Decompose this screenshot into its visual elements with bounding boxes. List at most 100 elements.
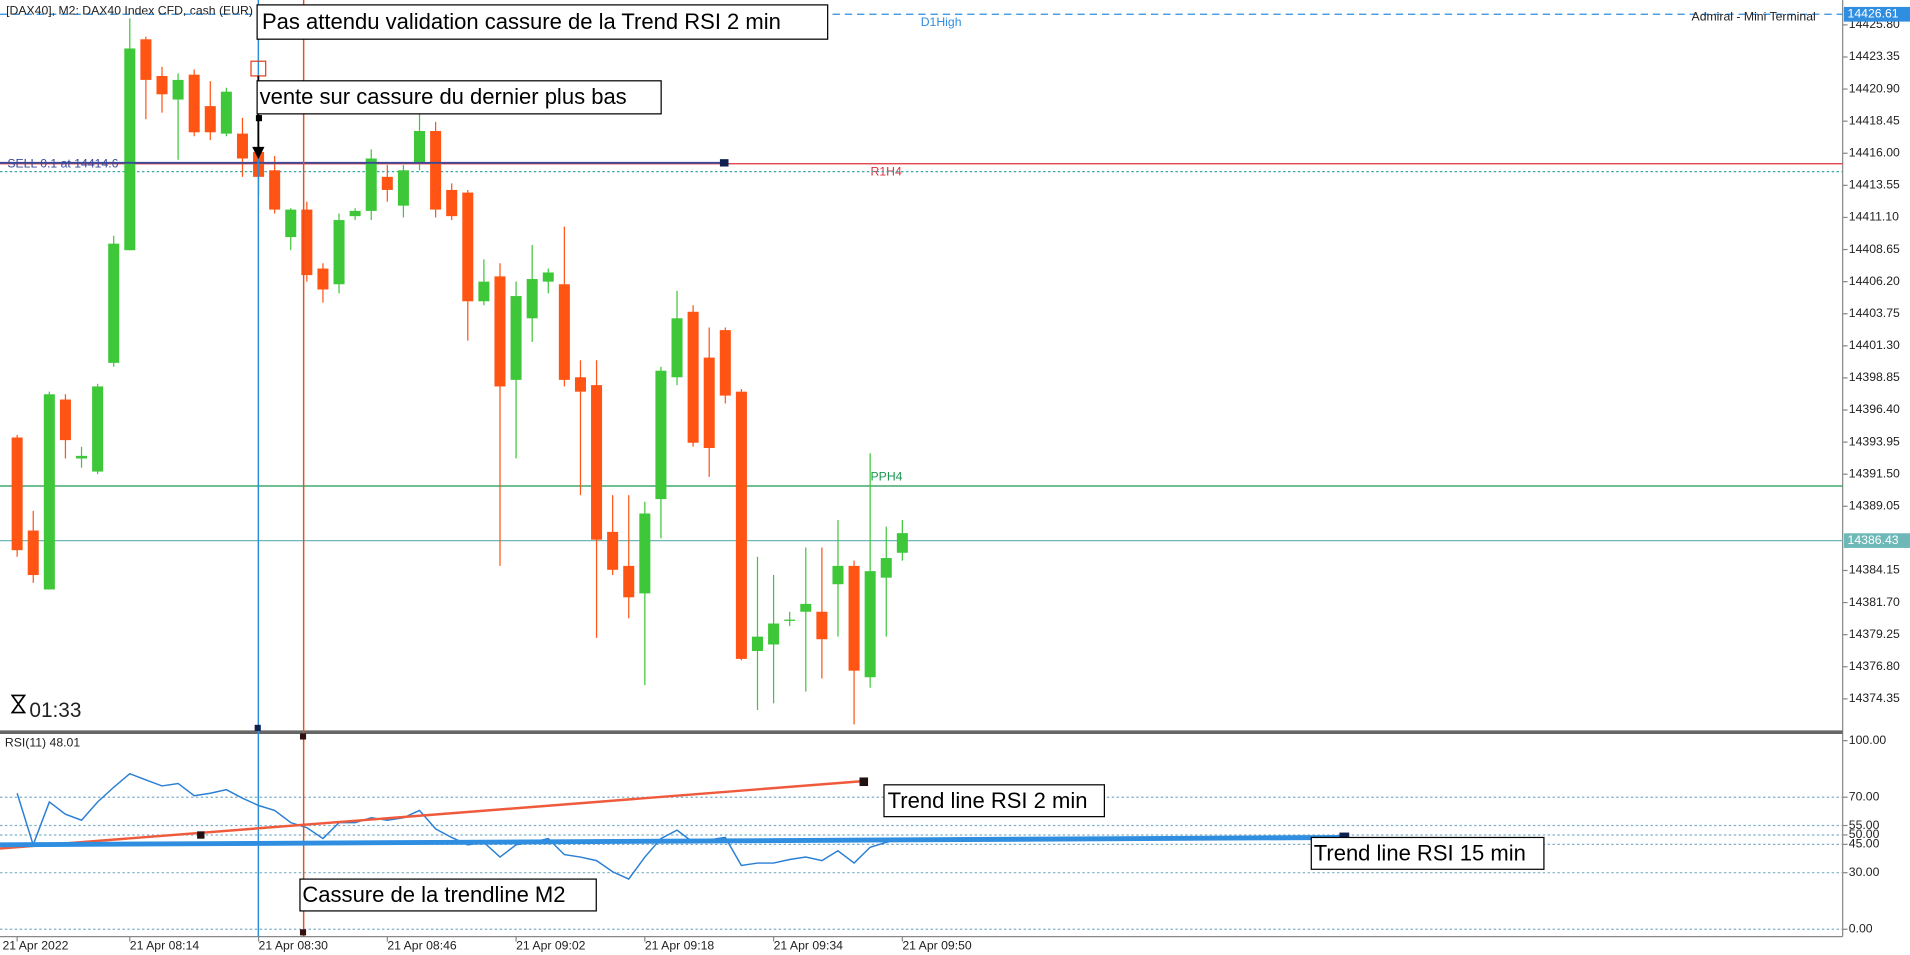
- y-tick-label: 55.00: [1849, 818, 1880, 832]
- candle-body: [542, 272, 554, 282]
- x-tick-label: 21 Apr 09:18: [645, 939, 715, 953]
- candle-body: [719, 330, 731, 396]
- last-price-box: [1843, 533, 1910, 548]
- candle-body: [446, 189, 458, 217]
- note-box: [1310, 836, 1545, 870]
- candle-body: [204, 106, 216, 133]
- x-tick-label: 21 Apr 09:50: [902, 939, 972, 953]
- y-tick-label: 14391.50: [1849, 466, 1900, 480]
- note-box: [299, 878, 597, 912]
- y-tick-label: 0.00: [1849, 922, 1873, 936]
- y-tick-label: 14393.95: [1849, 434, 1900, 448]
- candle-body: [735, 391, 747, 659]
- candle-body: [11, 437, 23, 551]
- candle-body: [156, 75, 168, 95]
- y-tick-label: 50.00: [1849, 827, 1880, 841]
- candle-body: [59, 399, 71, 441]
- rsi-title: RSI(11) 48.01: [5, 735, 80, 749]
- candle-body: [43, 394, 55, 590]
- candle-body: [349, 210, 361, 217]
- candle-body: [800, 603, 812, 612]
- hourglass-icon: [10, 694, 27, 714]
- candle-body: [607, 531, 619, 570]
- y-tick-label: 14384.15: [1849, 563, 1900, 577]
- x-tick-label: 21 Apr 08:30: [259, 939, 329, 953]
- y-tick-label: 14411.10: [1849, 210, 1899, 224]
- y-tick-label: 14423.35: [1849, 49, 1900, 63]
- y-tick-label: 14416.00: [1849, 145, 1900, 159]
- y-tick-label: 70.00: [1849, 789, 1880, 803]
- note: Pas attendu validation cassure de la Tre…: [262, 9, 781, 34]
- candle-body: [880, 558, 892, 578]
- candle-body: [784, 619, 796, 621]
- candle-body: [494, 276, 506, 387]
- candle-body: [768, 623, 780, 645]
- note: vente sur cassure du dernier plus bas: [260, 84, 627, 109]
- line-handle: [299, 733, 307, 740]
- y-tick-label: 14396.40: [1849, 402, 1900, 416]
- candle-body: [430, 130, 442, 210]
- line-handle: [254, 724, 261, 731]
- y-tick-label: 14376.80: [1849, 659, 1900, 673]
- candle-body: [124, 48, 136, 251]
- candle-body: [558, 284, 570, 380]
- level-price-box: [1843, 6, 1910, 22]
- line-handle: [859, 777, 869, 787]
- level-label: D1High: [921, 15, 962, 29]
- y-tick-label: 14401.30: [1849, 338, 1900, 352]
- y-tick-label: 14403.75: [1849, 306, 1900, 320]
- candle-body: [623, 565, 635, 598]
- y-tick-label: 30.00: [1849, 865, 1880, 879]
- candle-body: [220, 91, 232, 134]
- y-tick-label: 14408.65: [1849, 242, 1900, 256]
- arrow-handle: [255, 115, 263, 122]
- y-tick-label: 14398.85: [1849, 370, 1900, 384]
- candle-body: [864, 571, 876, 678]
- candle-body: [333, 220, 345, 285]
- candle-body: [108, 243, 120, 363]
- line-handle: [197, 831, 205, 839]
- candle-body: [687, 311, 699, 443]
- x-tick-label: 21 Apr 09:34: [774, 939, 844, 953]
- candle-body: [703, 357, 715, 448]
- candle-body: [526, 279, 538, 319]
- arrow-head: [252, 146, 265, 160]
- line-handle: [299, 929, 307, 936]
- y-tick-label: 14413.55: [1849, 178, 1900, 192]
- candle-body: [832, 565, 844, 585]
- candle-body: [751, 636, 764, 652]
- level-label: R1H4: [871, 165, 902, 179]
- candle-body: [655, 370, 667, 500]
- y-tick-label: 14420.90: [1849, 81, 1900, 95]
- note: Cassure de la trendline M2: [302, 882, 565, 907]
- candle-body: [848, 565, 860, 671]
- candle-body: [285, 209, 297, 238]
- candle-body: [92, 386, 104, 472]
- note-box: [256, 80, 662, 115]
- candle-body: [76, 455, 88, 459]
- y-tick-label: 14418.45: [1849, 113, 1900, 127]
- level-label: PPH4: [871, 470, 903, 484]
- candle-body: [397, 170, 409, 206]
- x-tick-label: 21 Apr 09:02: [516, 939, 586, 953]
- x-tick-label: 21 Apr 08:46: [387, 939, 457, 953]
- y-tick-label: 100.00: [1849, 733, 1887, 747]
- line-handle: [719, 159, 729, 167]
- rsi-trendline-blue: [0, 835, 1345, 848]
- candle-body: [381, 176, 393, 190]
- candle-body: [816, 611, 828, 640]
- candle-body: [188, 74, 200, 133]
- candle-body: [236, 133, 248, 159]
- candle-body: [27, 530, 39, 576]
- last-price: 14386.43: [1848, 533, 1899, 547]
- candle-body: [140, 39, 152, 80]
- y-tick-label: 14389.05: [1849, 499, 1900, 513]
- candle-body: [269, 170, 281, 210]
- note-box: [256, 4, 829, 40]
- candle-body: [365, 158, 377, 211]
- level-price: 14426.61: [1848, 7, 1899, 21]
- candle-body: [317, 268, 329, 290]
- candle-body: [671, 318, 683, 378]
- y-tick-label: 14406.20: [1849, 274, 1900, 288]
